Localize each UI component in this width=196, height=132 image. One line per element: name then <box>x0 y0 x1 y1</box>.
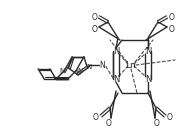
Text: N: N <box>145 46 151 55</box>
Text: O: O <box>169 13 175 22</box>
Text: Ln: Ln <box>126 60 136 70</box>
Text: O: O <box>106 119 112 128</box>
Text: O: O <box>169 25 175 34</box>
Text: O: O <box>154 119 160 128</box>
Text: N: N <box>86 64 91 70</box>
Text: O: O <box>92 13 98 22</box>
Text: N: N <box>145 74 151 84</box>
Text: N: N <box>77 68 83 74</box>
Text: N: N <box>75 70 81 76</box>
Text: N: N <box>99 60 105 70</box>
Text: N: N <box>60 68 65 74</box>
Text: N: N <box>113 46 119 55</box>
Text: O: O <box>92 25 98 34</box>
Text: O: O <box>167 114 173 122</box>
Text: N: N <box>113 74 119 84</box>
Text: O: O <box>93 114 99 122</box>
